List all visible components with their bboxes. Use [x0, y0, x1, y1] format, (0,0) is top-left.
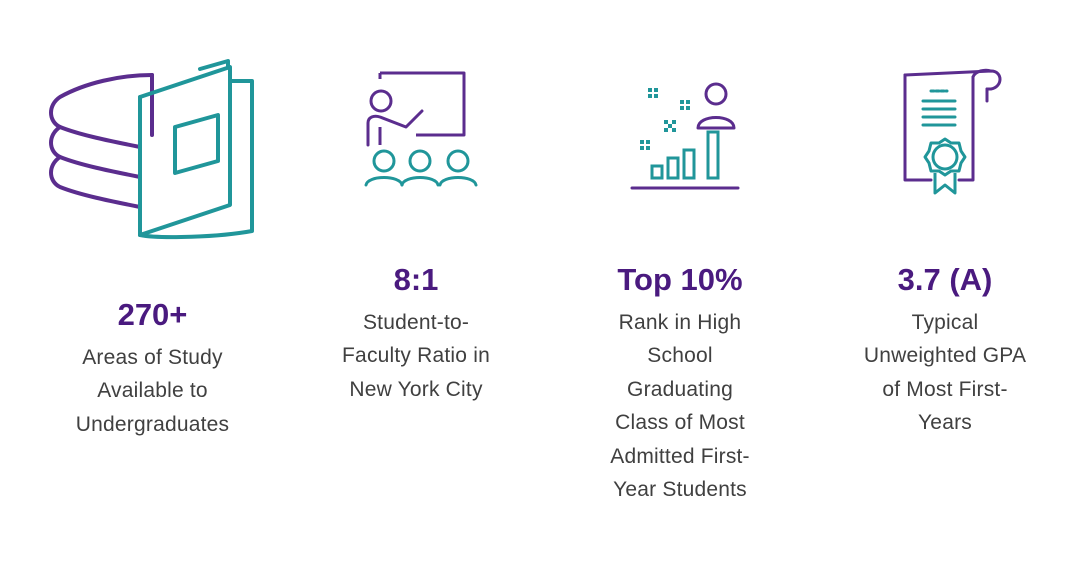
stat-label-line: Graduating: [627, 377, 733, 401]
stat-label-line: Areas of Study: [82, 346, 223, 369]
stat-label-line: Student-to-: [362, 311, 470, 334]
stat-label: Rank in High School Graduating Class of …: [570, 306, 790, 506]
stat-value: 3.7 (A): [897, 262, 993, 297]
stat-label-line: Undergraduates: [75, 412, 230, 436]
stat-label: Typical Unweighted GPA of Most First- Ye…: [835, 306, 1055, 440]
books-icon: [49, 59, 254, 240]
stat-gpa: 3.7 (A) Typical Unweighted GPA of Most F…: [835, 0, 1055, 563]
stat-value: Top 10%: [617, 262, 743, 297]
stat-label-line: Available to: [97, 379, 208, 403]
stat-label-line: New York City: [349, 377, 483, 401]
stat-label: Areas of Study Available to Undergraduat…: [40, 341, 265, 441]
stat-areas-of-study: 270+ Areas of Study Available to Undergr…: [40, 0, 265, 563]
stat-label-line: Typical: [911, 311, 979, 334]
stat-label-line: Year Students: [613, 478, 747, 502]
stat-label-line: Class of Most: [615, 411, 745, 435]
stat-label-line: Admitted First-: [610, 444, 750, 468]
stat-class-rank: Top 10% Rank in High School Graduating C…: [570, 0, 790, 563]
stat-faculty-ratio: 8:1 Student-to- Faculty Ratio in New Yor…: [306, 0, 526, 563]
stat-label-line: Years: [918, 411, 972, 435]
classroom-teacher-icon: [364, 71, 478, 187]
stat-label-line: Faculty Ratio in: [342, 344, 490, 368]
stat-label-line: School: [647, 344, 713, 368]
stat-label-line: of Most First-: [882, 377, 1008, 401]
stat-value: 8:1: [393, 262, 439, 297]
diploma-certificate-icon: [903, 68, 1002, 195]
stat-label: Student-to- Faculty Ratio in New York Ci…: [306, 306, 526, 406]
stat-label-line: Unweighted GPA: [863, 344, 1027, 368]
student-rank-chart-icon: [630, 82, 740, 190]
stat-label-line: Rank in High: [618, 311, 742, 334]
stat-value: 270+: [117, 297, 188, 332]
